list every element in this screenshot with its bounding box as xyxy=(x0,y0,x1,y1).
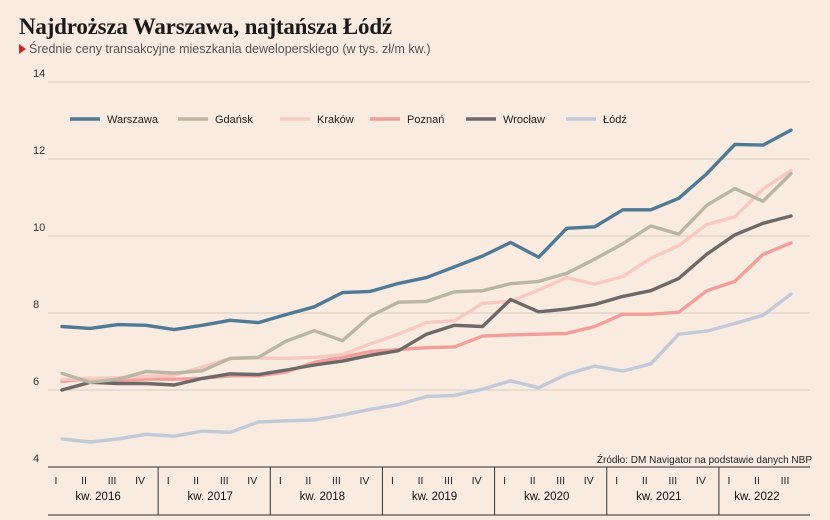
year-label: kw. 2020 xyxy=(524,491,569,503)
y-tick-label-6: 6 xyxy=(33,376,39,388)
x-tick-label: I xyxy=(391,475,394,487)
y-tick-label-12: 12 xyxy=(33,145,45,157)
x-tick-label: IV xyxy=(135,475,145,487)
legend-label-Wrocław: Wrocław xyxy=(503,114,545,126)
source-note: Źródło: DM Navigator na podstawie danych… xyxy=(596,455,812,466)
x-tick-label: II xyxy=(193,475,199,487)
x-tick-label: II xyxy=(305,475,311,487)
x-tick-label: III xyxy=(668,475,677,487)
x-tick-label: IV xyxy=(696,475,706,487)
legend: Warszawa Gdańsk Kraków Poznań Wrocław Łódź xyxy=(70,114,627,126)
x-tick-label: I xyxy=(279,475,282,487)
x-tick-label: I xyxy=(167,475,170,487)
x-tick-label: I xyxy=(615,475,618,487)
x-tick-label: I xyxy=(727,475,730,487)
x-tick-label: III xyxy=(332,475,341,487)
year-label: kw. 2017 xyxy=(188,491,233,503)
x-tick-label: II xyxy=(530,475,536,487)
series-line-Warszawa xyxy=(60,128,793,332)
legend-label-Łódź: Łódź xyxy=(603,114,627,126)
chart-title: Najdroższa Warszawa, najtańsza Łódź xyxy=(19,14,392,39)
x-tick-label: IV xyxy=(247,475,257,487)
series-line-Poznań xyxy=(60,241,793,384)
x-tick-label: II xyxy=(81,475,87,487)
legend-label-Poznań: Poznań xyxy=(407,114,444,126)
x-tick-label: II xyxy=(418,475,424,487)
x-tick-label: IV xyxy=(359,475,369,487)
x-tick-label: III xyxy=(444,475,453,487)
series-line-Łódź xyxy=(60,292,793,444)
legend-label-Gdańsk: Gdańsk xyxy=(215,114,253,126)
year-label: kw. 2016 xyxy=(75,491,120,503)
y-axis: 4 6 8 10 12 14 xyxy=(33,68,45,465)
chart-subtitle-text: Średnie ceny transakcyjne mieszkania dew… xyxy=(29,42,431,56)
x-tick-label: III xyxy=(220,475,229,487)
red-triangle-icon xyxy=(19,44,26,54)
x-tick-label: IV xyxy=(584,475,594,487)
x-axis: I II III IV I II III IV I II III IV I II III IV I II III IV… xyxy=(48,466,810,516)
x-tick-label: III xyxy=(108,475,117,487)
year-label: kw. 2018 xyxy=(300,491,345,503)
gridlines xyxy=(48,81,810,391)
x-tick-label: I xyxy=(55,475,58,487)
x-tick-label: II xyxy=(754,475,760,487)
series-line-Gdańsk xyxy=(60,171,793,384)
x-tick-label: III xyxy=(556,475,565,487)
year-label: kw. 2021 xyxy=(636,491,681,503)
y-tick-label-14: 14 xyxy=(33,68,45,80)
x-tick-label: III xyxy=(781,475,790,487)
y-tick-label-4: 4 xyxy=(33,453,39,465)
year-label: kw. 2022 xyxy=(734,491,779,503)
x-tick-label: IV xyxy=(472,475,482,487)
x-tick-label: I xyxy=(503,475,506,487)
x-tick-label: II xyxy=(642,475,648,487)
y-tick-label-8: 8 xyxy=(33,299,39,311)
y-tick-label-10: 10 xyxy=(33,222,45,234)
series-line-Wrocław xyxy=(60,214,793,392)
legend-label-Kraków: Kraków xyxy=(317,114,354,126)
chart-subtitle: Średnie ceny transakcyjne mieszkania dew… xyxy=(19,42,431,56)
year-label: kw. 2019 xyxy=(412,491,457,503)
legend-label-Warszawa: Warszawa xyxy=(107,114,159,126)
series-lines xyxy=(60,128,793,444)
